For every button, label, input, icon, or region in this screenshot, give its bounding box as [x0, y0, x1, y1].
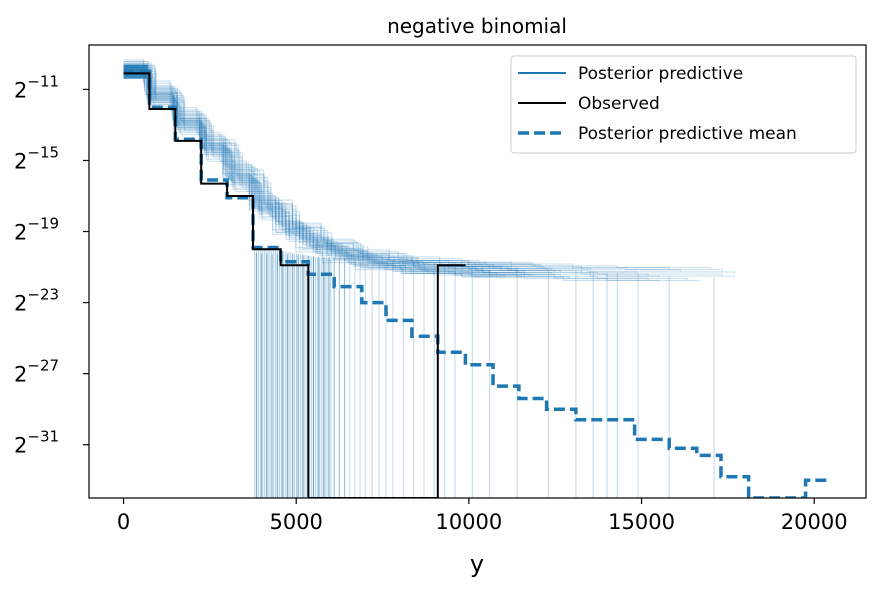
posterior-predictive-draw: [123, 59, 536, 266]
posterior-predictive-draw: [123, 75, 503, 279]
posterior-predictive-draw: [123, 73, 649, 280]
legend: Posterior predictive Observed Posterior …: [510, 55, 857, 154]
posterior-predictive-draw: [123, 64, 681, 272]
y-tick-label: 2−27: [14, 357, 59, 387]
posterior-predictive-draw: [123, 61, 544, 268]
posterior-predictive-draw: [123, 69, 522, 275]
plot-frame: [88, 44, 867, 499]
x-tick-label: 5000: [269, 510, 322, 534]
posterior-predictive-draw: [123, 68, 735, 274]
posterior-predictive-draw: [123, 62, 671, 270]
y-tick-label: 2−23: [14, 286, 59, 316]
x-tick-label: 10000: [435, 510, 502, 534]
legend-label-posterior-predictive: Posterior predictive: [578, 64, 743, 84]
posterior-predictive-draw: [123, 69, 561, 277]
posterior-predictive-draw: [123, 73, 735, 278]
posterior-predictive-draw: [123, 77, 700, 283]
y-axis: 2−11 2−15 2−19 2−23 2−27 2−31: [14, 72, 89, 458]
posterior-predictive-draw: [123, 60, 512, 266]
posterior-predictive-draw: [123, 73, 522, 279]
y-tick-label: 2−15: [14, 143, 59, 173]
x-axis-label: y: [470, 550, 484, 578]
posterior-predictive-draw: [123, 65, 512, 271]
chart-title: negative binomial: [387, 14, 567, 38]
y-tick-label: 2−11: [14, 72, 59, 102]
posterior-predictive-draw: [123, 67, 556, 273]
observed-path: [123, 72, 466, 498]
posterior-predictive-draw: [123, 71, 660, 278]
posterior-predictive-draw: [123, 67, 553, 275]
x-tick-label: 20000: [781, 510, 848, 534]
legend-box: [510, 55, 857, 154]
posterior-predictive-start-band: [123, 64, 148, 79]
observed-line: [123, 72, 466, 498]
x-axis: 0 5000 10000 15000 20000: [117, 498, 848, 534]
posterior-predictive-draw: [123, 73, 534, 277]
y-tick-label: 2−19: [14, 215, 59, 245]
posterior-predictive-draw: [123, 66, 723, 272]
y-tick-label: 2−31: [14, 428, 59, 458]
posterior-predictive-draw: [123, 64, 712, 270]
posterior-predictive-draw: [123, 67, 638, 274]
legend-label-observed: Observed: [578, 94, 660, 114]
posterior-predictive-draw: [123, 63, 553, 271]
posterior-predictive-draw: [123, 65, 561, 273]
posterior-predictive-draw: [123, 75, 688, 280]
posterior-predictive-draw: [123, 70, 723, 276]
posterior-predictive-draw: [123, 69, 649, 276]
legend-label-posterior-predictive-mean: Posterior predictive mean: [578, 124, 797, 144]
posterior-predictive-draw: [123, 64, 503, 268]
x-tick-label: 0: [117, 510, 130, 534]
x-tick-label: 15000: [608, 510, 675, 534]
posterior-predictive-draw: [123, 65, 547, 271]
posterior-predictive-draw: [123, 75, 660, 283]
posterior-predictive-draw: [123, 67, 483, 273]
